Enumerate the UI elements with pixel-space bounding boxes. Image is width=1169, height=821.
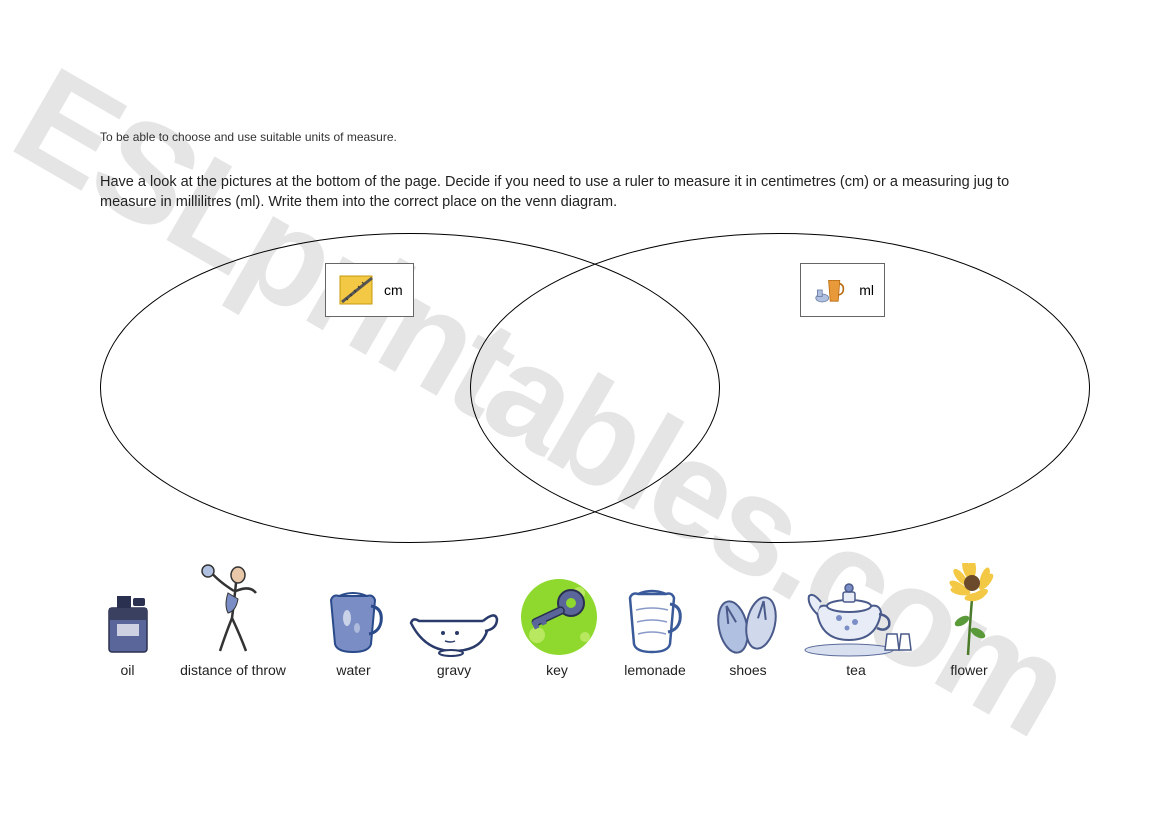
item-oil: oil [100,563,155,678]
item-label: lemonade [624,662,686,678]
objective-text: To be able to choose and use suitable un… [100,130,1069,144]
instructions-text: Have a look at the pictures at the botto… [100,172,1069,213]
item-flower: flower [924,563,1014,678]
item-label: distance of throw [180,662,286,678]
item-lemonade: lemonade [610,563,700,678]
shoes-icon [711,563,786,658]
flower-icon [942,563,997,658]
key-icon [515,563,600,658]
venn-diagram: cm ml [100,233,1090,553]
ruler-icon [336,270,376,310]
throw-icon [198,563,268,658]
ml-label-text: ml [859,282,874,298]
venn-right-circle [470,233,1090,543]
lemonade-icon [620,563,690,658]
item-label: tea [846,662,865,678]
item-label: gravy [437,662,471,678]
item-shoes: shoes [708,563,788,678]
item-label: oil [120,662,134,678]
item-label: key [546,662,568,678]
items-row: oil distance of throw [100,553,1069,678]
item-label: shoes [729,662,766,678]
gravy-icon [407,563,502,658]
item-gravy: gravy [404,563,504,678]
jug-icon [811,270,851,310]
water-icon [319,563,389,658]
tea-icon [799,563,914,658]
oil-icon [103,563,153,658]
item-label: flower [950,662,987,678]
item-key: key [512,563,602,678]
venn-label-ml: ml [800,263,885,317]
item-tea: tea [796,563,916,678]
venn-label-cm: cm [325,263,414,317]
worksheet-content: To be able to choose and use suitable un… [0,0,1169,678]
item-water: water [311,563,396,678]
item-label: water [336,662,370,678]
cm-label-text: cm [384,282,403,298]
item-throw: distance of throw [163,563,303,678]
